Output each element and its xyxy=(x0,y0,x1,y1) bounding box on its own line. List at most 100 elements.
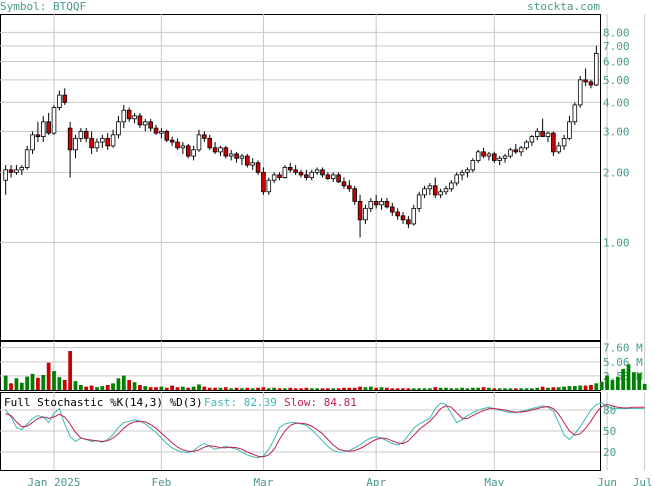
volume-bar xyxy=(508,388,513,390)
candle-body xyxy=(266,179,272,193)
volume-bar xyxy=(170,385,175,390)
volume-bar xyxy=(293,388,298,390)
volume-tick-label: 7.60 M xyxy=(603,342,643,355)
candle-body xyxy=(384,200,390,208)
volume-bar xyxy=(487,387,491,390)
candle-body xyxy=(8,169,14,173)
candle-body xyxy=(513,149,519,153)
candle-body xyxy=(250,162,255,166)
candle-body xyxy=(212,147,218,153)
candle-body xyxy=(459,171,465,176)
volume-bar xyxy=(449,388,454,390)
candle-body xyxy=(497,157,502,161)
volume-bar xyxy=(197,384,201,390)
price-tick-label: 2.00 xyxy=(603,166,630,179)
candle-body xyxy=(73,137,78,151)
candle-body xyxy=(508,149,513,157)
volume-bar xyxy=(57,377,62,390)
volume-bar xyxy=(46,362,51,390)
candle-body xyxy=(169,139,175,143)
volume-bar xyxy=(632,372,636,390)
candle-body xyxy=(94,141,100,149)
volume-bar xyxy=(132,382,137,390)
candle-body xyxy=(341,181,347,187)
volume-bar xyxy=(535,387,540,390)
candle-body xyxy=(89,137,94,149)
candle-body xyxy=(577,79,583,106)
volume-bar xyxy=(476,387,481,390)
price-tick-label: 4.00 xyxy=(603,96,630,109)
volume-bar xyxy=(240,388,244,390)
volume-bar xyxy=(95,387,99,390)
candle-body xyxy=(400,215,406,221)
candle-body xyxy=(57,94,62,108)
candle-body xyxy=(395,211,400,217)
volume-bar xyxy=(299,388,303,390)
volume-bar xyxy=(427,388,432,390)
candle-body xyxy=(524,141,529,149)
price-tick-label: 1.00 xyxy=(603,236,630,249)
volume-bar xyxy=(250,388,255,390)
volume-bar xyxy=(444,387,448,390)
volume-bar xyxy=(352,387,357,390)
candle-body xyxy=(245,155,250,166)
candle-body xyxy=(24,149,30,168)
volume-bar xyxy=(288,387,293,390)
candle-body xyxy=(379,200,384,206)
candle-body xyxy=(67,127,73,151)
volume-bar xyxy=(503,388,507,390)
volume-bar xyxy=(261,387,266,390)
candle-body xyxy=(325,174,331,179)
candle-body xyxy=(443,188,449,193)
volume-bar xyxy=(14,378,19,390)
candle-body xyxy=(35,134,41,137)
candle-body xyxy=(309,171,315,178)
volume-bar xyxy=(116,378,121,390)
volume-bar xyxy=(519,388,524,390)
volume-bar xyxy=(401,388,405,390)
price-tick-label: 8.00 xyxy=(603,26,630,39)
candle-body xyxy=(567,121,572,139)
candle-body xyxy=(529,136,535,143)
volume-bar xyxy=(78,384,83,390)
candle-body xyxy=(78,131,84,139)
stochastic-slow-value: Slow: 84.81 xyxy=(284,396,357,409)
candle-body xyxy=(261,171,266,193)
volume-bar xyxy=(470,387,475,390)
volume-bar xyxy=(642,383,647,390)
volume-bar xyxy=(3,375,8,390)
volume-bar xyxy=(143,386,148,390)
volume-bar xyxy=(363,387,368,390)
candle-body xyxy=(540,131,545,137)
volume-bar xyxy=(105,384,110,390)
volume-bar xyxy=(621,368,626,390)
volume-bar xyxy=(159,386,164,390)
candle-body xyxy=(46,121,51,134)
candle-body xyxy=(153,127,159,134)
volume-bar xyxy=(25,376,30,390)
candle-body xyxy=(363,207,368,221)
candle-body xyxy=(234,153,239,159)
candle-body xyxy=(336,174,341,183)
volume-bar xyxy=(175,387,180,390)
volume-bar xyxy=(589,384,593,390)
volume-bar xyxy=(180,386,185,390)
site-name[interactable]: stockta.com xyxy=(527,0,600,13)
price-tick-label: 7.00 xyxy=(603,40,630,53)
candle-body xyxy=(583,79,588,83)
volume-bar xyxy=(315,388,319,390)
candle-body xyxy=(357,200,363,221)
volume-bar xyxy=(481,387,486,390)
stochastic-tick-label: 80 xyxy=(603,404,616,417)
candle-body xyxy=(277,174,282,178)
candle-body xyxy=(432,185,438,196)
stochastic-label: Full Stochastic %K(14,3) %D(3) xyxy=(4,396,203,409)
candle-body xyxy=(373,200,379,206)
candle-body xyxy=(545,132,551,137)
volume-bar xyxy=(572,386,577,390)
candle-body xyxy=(475,151,481,161)
volume-bar xyxy=(138,384,142,390)
candle-body xyxy=(105,137,110,147)
volume-bar xyxy=(438,387,443,390)
